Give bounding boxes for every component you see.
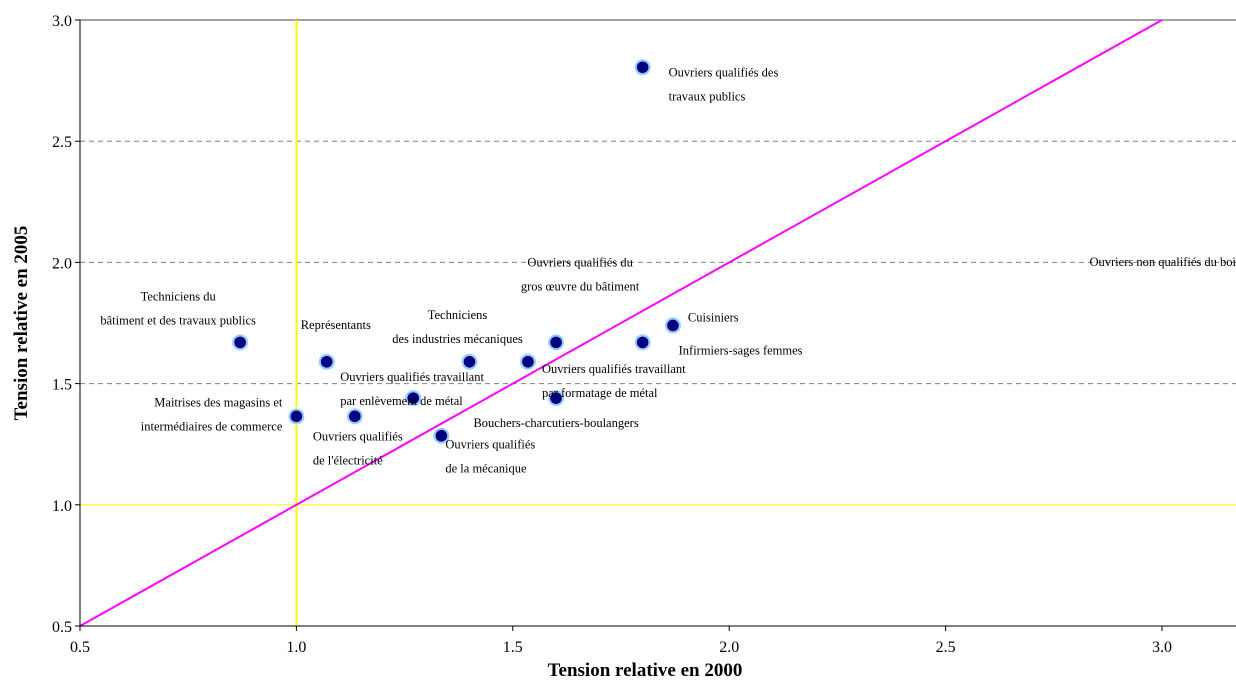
data-point xyxy=(522,355,534,368)
point-label: Ouvriers qualifiés des xyxy=(669,65,779,79)
point-labels: Techniciens du bâtiment et des travaux pu… xyxy=(100,65,1236,475)
point-label: Bouchers-charcutiers-boulangers xyxy=(473,416,638,430)
data-point xyxy=(636,336,649,349)
y-tick-label: 1.5 xyxy=(52,377,72,394)
point-label: intermédiaires de commerce xyxy=(141,419,283,433)
data-point xyxy=(349,410,361,423)
point-label: Techniciens du xyxy=(141,289,217,303)
x-tick-label: 2.0 xyxy=(719,639,739,656)
annotation-label: Ouvriers non qualifiés du boi xyxy=(1089,255,1236,269)
data-point xyxy=(550,336,562,349)
tick-labels: 0.5 1.0 1.5 2.0 2.5 3.0 0.5 1.0 1.5 2.0 2.5 3.0 xyxy=(52,13,1172,656)
diagonal-line xyxy=(79,19,1163,627)
x-tick-label: 0.5 xyxy=(70,639,90,656)
data-point xyxy=(636,61,649,74)
x-tick-label: 2.5 xyxy=(936,639,956,656)
point-label: Ouvriers qualifiés xyxy=(445,438,535,452)
point-label: Ouvriers qualifiés xyxy=(313,429,403,443)
axes xyxy=(75,19,1236,631)
point-label: bâtiment et des travaux publics xyxy=(100,313,256,327)
point-label: Représentants xyxy=(301,318,371,332)
x-tick-label: 3.0 xyxy=(1152,639,1172,656)
data-point xyxy=(550,392,562,404)
data-point xyxy=(234,336,246,349)
point-label: gros œuvre du bâtiment xyxy=(521,279,640,293)
point-label: par enlèvement de métal xyxy=(340,394,463,408)
point-label: par formatage de métal xyxy=(542,386,658,400)
data-point xyxy=(290,410,303,423)
data-point xyxy=(667,319,679,332)
reference-lines xyxy=(79,19,1236,627)
x-axis-title: Tension relative en 2000 xyxy=(548,660,743,681)
point-label: Ouvriers qualifiés travaillant xyxy=(340,370,484,384)
data-point xyxy=(320,355,333,368)
y-tick-label: 3.0 xyxy=(52,13,72,30)
point-label: Maitrises des magasins et xyxy=(154,395,283,409)
grid-layer xyxy=(80,19,1236,385)
x-tick-label: 1.5 xyxy=(503,639,523,656)
data-point xyxy=(407,392,420,404)
y-tick-label: 0.5 xyxy=(52,619,72,636)
point-label: Cuisiniers xyxy=(688,310,739,324)
point-label: Ouvriers qualifiés travaillant xyxy=(542,362,686,376)
data-point xyxy=(435,429,448,442)
point-label: de la mécanique xyxy=(445,462,527,476)
data-point xyxy=(463,355,476,368)
point-label: Infirmiers-sages femmes xyxy=(679,343,803,357)
data-points xyxy=(232,59,681,444)
y-axis-title: Tension relative en 2005 xyxy=(11,226,32,421)
y-tick-label: 2.0 xyxy=(52,255,72,272)
y-tick-label: 1.0 xyxy=(52,498,72,515)
point-label: des industries mécaniques xyxy=(392,332,523,346)
point-label: de l'électricité xyxy=(313,453,383,467)
point-label: Ouvriers qualifiés du xyxy=(527,255,633,269)
point-label: Techniciens xyxy=(428,308,488,322)
point-label: travaux publics xyxy=(669,89,746,103)
x-tick-label: 1.0 xyxy=(286,639,306,656)
y-tick-label: 2.5 xyxy=(52,134,72,151)
